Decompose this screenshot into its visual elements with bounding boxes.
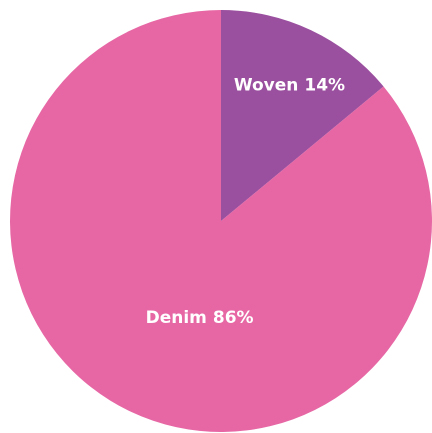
slice-label: Woven 14%: [234, 76, 345, 96]
pie-slice: [10, 10, 432, 432]
slice-label: Denim 86%: [146, 308, 254, 328]
slice-category: Woven: [234, 76, 299, 96]
slice-value-label: 86%: [213, 308, 254, 328]
pie-slice: [221, 10, 384, 221]
slice-category: Denim: [146, 308, 207, 328]
slice-value-label: 14%: [304, 76, 345, 96]
